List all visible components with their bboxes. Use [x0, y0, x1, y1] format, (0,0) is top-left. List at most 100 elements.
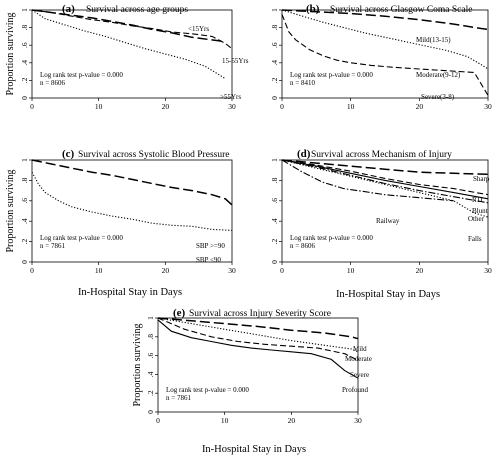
series-line-rti — [281, 159, 489, 196]
y-tick-label: .6 — [270, 198, 279, 204]
stat-note: Log rank test p-value = 0.000 — [40, 71, 123, 79]
x-tick-label: 0 — [156, 416, 160, 425]
series-label: Profound — [342, 386, 369, 394]
series-label: Falls — [468, 235, 482, 243]
stat-note: n = 7861 — [166, 394, 191, 402]
series-line--55yrs — [31, 9, 226, 80]
y-tick-label: .2 — [20, 77, 29, 83]
chart-panel-0: (a) Survival across age groups0.2.4.6.810… — [5, 3, 249, 111]
series-line-moderate-9-12- — [281, 9, 489, 70]
y-tick-label: .4 — [20, 218, 29, 224]
x-tick-label: 10 — [95, 266, 103, 275]
series-line-blunt — [281, 159, 489, 200]
x-tick-label: 0 — [30, 102, 34, 111]
y-tick-label: .8 — [270, 177, 279, 183]
y-tick-label: .4 — [20, 60, 29, 66]
y-axis-label: Proportion surviving — [132, 323, 143, 406]
y-tick-label: .6 — [20, 42, 29, 48]
series-label: Severe — [350, 371, 369, 379]
chart-panel-letter: (e) — [173, 307, 186, 319]
x-axis-label: In-Hospital Stay in Days — [78, 287, 182, 298]
series-line-severe — [157, 317, 359, 361]
chart-panel-4: (e) Survival across Injury Severity Score… — [132, 307, 372, 455]
stat-note: n = 7861 — [40, 242, 65, 250]
x-tick-label: 0 — [280, 102, 284, 111]
plot-frame — [31, 9, 233, 99]
series-line-sbp-90 — [31, 159, 233, 206]
chart-title: Survival across Mechanism of Injury — [311, 149, 452, 160]
series-label: Moderate — [345, 355, 372, 363]
chart-panel-1: (b) Survival across Glasgow Coma Scale 0 .2… — [270, 3, 492, 111]
series-label: Other — [468, 215, 485, 223]
chart-title: Survival across Systolic Blood Pressure — [78, 150, 229, 160]
x-axis-label: In-Hospital Stay in Days — [336, 289, 440, 300]
y-tick-label: .2 — [270, 77, 279, 83]
series-label: Blunt — [472, 207, 488, 215]
x-tick-label: 0 — [280, 266, 284, 275]
series-label: SBP >=90 — [196, 242, 225, 250]
chart-panel-letter: (a) — [62, 3, 75, 15]
plot-frame — [157, 317, 359, 413]
y-axis-label: Proportion surviving — [5, 12, 16, 95]
y-tick-label: 1 — [270, 158, 279, 162]
y-tick-label: 0 — [20, 96, 29, 100]
plot-frame — [281, 9, 489, 99]
series-line-severe-3-8- — [281, 14, 489, 96]
chart-panel-letter: (c) — [62, 148, 75, 160]
y-tick-label: 0 — [270, 260, 279, 264]
y-tick-label: .2 — [146, 390, 155, 396]
x-tick-label: 0 — [30, 266, 34, 275]
series-line-profound — [157, 319, 359, 379]
series-label: RTI — [472, 196, 484, 204]
y-tick-label: 1 — [270, 8, 279, 12]
x-axis-label: In-Hospital Stay in Days — [202, 444, 306, 455]
y-tick-label: 1 — [20, 158, 29, 162]
series-label: >55Yrs — [220, 93, 241, 101]
series-line-other — [281, 159, 489, 204]
plot-frame — [281, 159, 489, 263]
series-line-falls — [281, 159, 489, 218]
stat-note: n = 8606 — [40, 79, 65, 87]
series-label: SBP <90 — [196, 256, 221, 264]
series-line-sharp — [281, 159, 489, 176]
chart-panel-letter: (b) — [306, 3, 320, 15]
y-tick-label: .2 — [20, 239, 29, 245]
chart-title: Survival across Injury Severity Score — [189, 309, 331, 319]
series-label: Sharp — [473, 175, 490, 183]
plot-frame — [31, 159, 233, 263]
stat-note: Log rank test p-value = 0.000 — [290, 71, 373, 79]
series-line-moderate — [157, 317, 359, 353]
series-line--15yrs — [31, 9, 226, 43]
x-tick-label: 30 — [484, 266, 492, 275]
series-line-mild-13-15- — [281, 9, 489, 31]
y-tick-label: 1 — [20, 8, 29, 12]
series-line-mild — [157, 317, 359, 340]
y-tick-label: .8 — [20, 25, 29, 31]
chart-panel-3: (d) Survival across Mechanism of Injury 0.… — [270, 148, 492, 300]
series-line-15-55yrs — [31, 9, 233, 50]
x-tick-label: 10 — [347, 102, 355, 111]
series-label: Moderate(9-12) — [416, 71, 461, 79]
y-tick-label: 0 — [270, 96, 279, 100]
x-tick-label: 20 — [288, 416, 296, 425]
x-tick-label: 20 — [162, 102, 170, 111]
y-tick-label: .6 — [270, 42, 279, 48]
stat-note: Log rank test p-value = 0.000 — [40, 234, 123, 242]
stat-note: n = 8410 — [290, 79, 315, 87]
series-label: 15-55Yrs — [222, 57, 249, 65]
y-tick-label: .4 — [270, 218, 279, 224]
x-tick-label: 20 — [416, 266, 424, 275]
y-tick-label: .2 — [270, 239, 279, 245]
y-tick-label: .4 — [146, 371, 155, 377]
x-tick-label: 10 — [95, 102, 103, 111]
chart-panel-letter: (d) — [297, 148, 311, 160]
y-tick-label: .6 — [20, 198, 29, 204]
x-tick-label: 30 — [484, 102, 492, 111]
x-tick-label: 20 — [416, 102, 424, 111]
y-tick-label: .8 — [146, 334, 155, 340]
chart-title: Survival across age groups — [86, 5, 188, 15]
series-line-railway — [281, 159, 454, 202]
y-tick-label: 0 — [146, 410, 155, 414]
x-tick-label: 30 — [228, 266, 236, 275]
